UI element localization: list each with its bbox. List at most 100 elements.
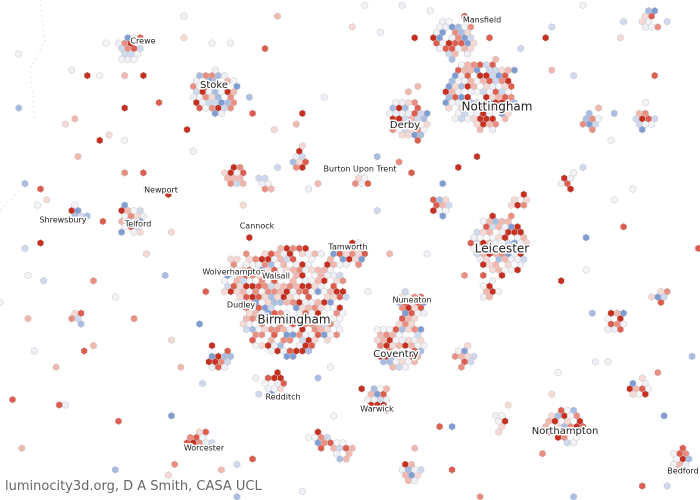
hex-cell xyxy=(314,374,322,382)
hex-cell xyxy=(495,71,503,80)
hex-cell xyxy=(168,228,175,237)
hex-cell xyxy=(224,347,231,355)
hex-cell xyxy=(308,341,316,350)
hex-cell xyxy=(520,201,528,210)
hex-cell xyxy=(258,309,266,318)
hex-cell xyxy=(651,114,659,123)
hex-cell xyxy=(74,152,82,161)
hex-cell xyxy=(227,39,235,48)
hex-cell xyxy=(517,44,525,53)
hex-cell xyxy=(386,357,394,366)
hex-cell xyxy=(121,39,129,48)
hex-cell xyxy=(389,341,397,350)
hex-cell xyxy=(504,66,512,75)
hex-cell xyxy=(408,168,415,177)
hex-cell xyxy=(171,460,178,469)
hex-cell xyxy=(99,217,107,226)
hex-cell xyxy=(398,131,406,139)
hex-cell xyxy=(267,185,275,193)
hex-cell xyxy=(473,249,481,258)
hex-cell xyxy=(202,71,210,80)
hex-cell xyxy=(83,212,91,220)
hex-cell xyxy=(246,222,253,231)
place-label: Wolverhampton xyxy=(202,268,265,277)
hex-cell xyxy=(21,244,29,253)
hex-cell xyxy=(504,77,512,85)
hex-cell xyxy=(620,17,627,26)
hex-cell xyxy=(663,17,671,26)
hex-cell xyxy=(495,428,503,436)
hex-cell xyxy=(383,406,390,415)
hex-cell xyxy=(376,28,384,37)
hex-cell xyxy=(180,33,188,42)
hex-cell xyxy=(352,255,359,264)
hex-cell xyxy=(327,330,334,339)
hex-cell xyxy=(302,287,309,296)
hex-cell xyxy=(274,368,281,377)
hex-cell xyxy=(495,244,503,253)
hex-cell xyxy=(320,287,328,296)
hex-cell xyxy=(411,120,419,129)
hex-cell xyxy=(629,185,637,193)
hex-cell xyxy=(40,276,48,285)
hex-cell xyxy=(641,98,649,107)
hex-cell xyxy=(458,363,465,372)
hex-cell xyxy=(211,66,219,75)
hex-cell xyxy=(551,417,559,426)
hex-cell xyxy=(342,260,350,269)
hex-cell xyxy=(629,390,637,399)
hex-cell xyxy=(261,174,269,183)
hex-cell xyxy=(342,293,350,301)
hex-cell xyxy=(208,352,216,361)
hex-cell xyxy=(183,125,191,134)
hex-cell xyxy=(373,325,381,334)
hex-cell xyxy=(470,233,478,242)
hex-cell xyxy=(638,482,646,490)
hex-cell xyxy=(227,179,235,188)
hex-cell xyxy=(523,239,531,247)
hex-cell xyxy=(458,104,465,112)
hex-cell xyxy=(657,287,665,296)
hex-cell xyxy=(34,201,41,210)
hex-cell xyxy=(439,28,447,37)
hex-cell xyxy=(514,255,521,264)
hex-cell xyxy=(15,50,23,58)
hex-cell xyxy=(439,212,447,220)
hex-cell xyxy=(448,465,456,474)
hex-cell xyxy=(380,336,387,345)
hex-cell xyxy=(302,266,309,274)
hex-cell xyxy=(258,255,266,264)
place-label: Dudley xyxy=(227,301,255,310)
hex-cell xyxy=(604,357,612,366)
hex-cell xyxy=(373,152,381,161)
hex-cell xyxy=(557,276,565,285)
hex-cell xyxy=(111,465,119,474)
hex-cell xyxy=(423,249,431,258)
hex-cell xyxy=(620,222,627,231)
hex-cell xyxy=(679,465,687,474)
hex-cell xyxy=(249,282,256,291)
hex-cell xyxy=(588,309,596,318)
hex-cell xyxy=(233,168,241,177)
hex-cell xyxy=(289,330,297,339)
hex-cell xyxy=(364,179,372,188)
hex-cell xyxy=(289,255,297,264)
hex-cell xyxy=(214,363,222,372)
hex-cell xyxy=(164,190,172,199)
hex-cell xyxy=(90,341,97,350)
hex-cell xyxy=(55,401,63,409)
place-label: Nuneaton xyxy=(392,296,431,305)
hex-cell xyxy=(96,71,104,80)
hex-cell xyxy=(479,282,487,291)
hex-cell xyxy=(189,93,197,102)
hex-cell xyxy=(414,471,422,480)
hex-cell xyxy=(118,55,125,64)
labels: Crewe Mansfield Stoke Nottingham Derby Burton… xyxy=(38,14,700,477)
hex-cell xyxy=(299,141,306,150)
hex-cell xyxy=(83,71,91,80)
hex-cell xyxy=(364,287,372,296)
hex-cell xyxy=(348,23,356,31)
hex-cell xyxy=(486,228,493,237)
hex-cell xyxy=(688,352,696,361)
place-label: Leicester xyxy=(475,242,530,256)
